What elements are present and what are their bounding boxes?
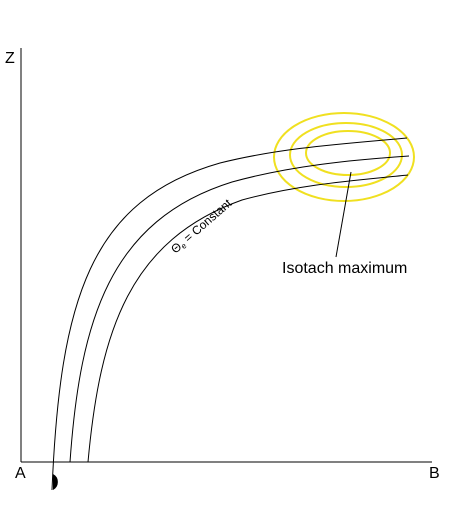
z-axis-label: Z xyxy=(5,50,15,67)
isotach-maximum-label: Isotach maximum xyxy=(282,260,408,277)
point-a-label: A xyxy=(15,465,26,482)
isentrope-curve-1 xyxy=(51,137,408,491)
surface-marker xyxy=(53,474,58,490)
isotach-ring-inner xyxy=(305,130,391,176)
isentrope-curve-2 xyxy=(69,155,410,463)
isentrope-curve-3 xyxy=(87,174,409,463)
isotach-ring-outer xyxy=(273,112,415,202)
isotach-ring-middle xyxy=(289,122,403,188)
isotach-pointer-line xyxy=(335,171,352,258)
isentrope-curves xyxy=(51,137,410,491)
point-b-label: B xyxy=(429,465,440,482)
isotach-rings xyxy=(273,112,415,202)
